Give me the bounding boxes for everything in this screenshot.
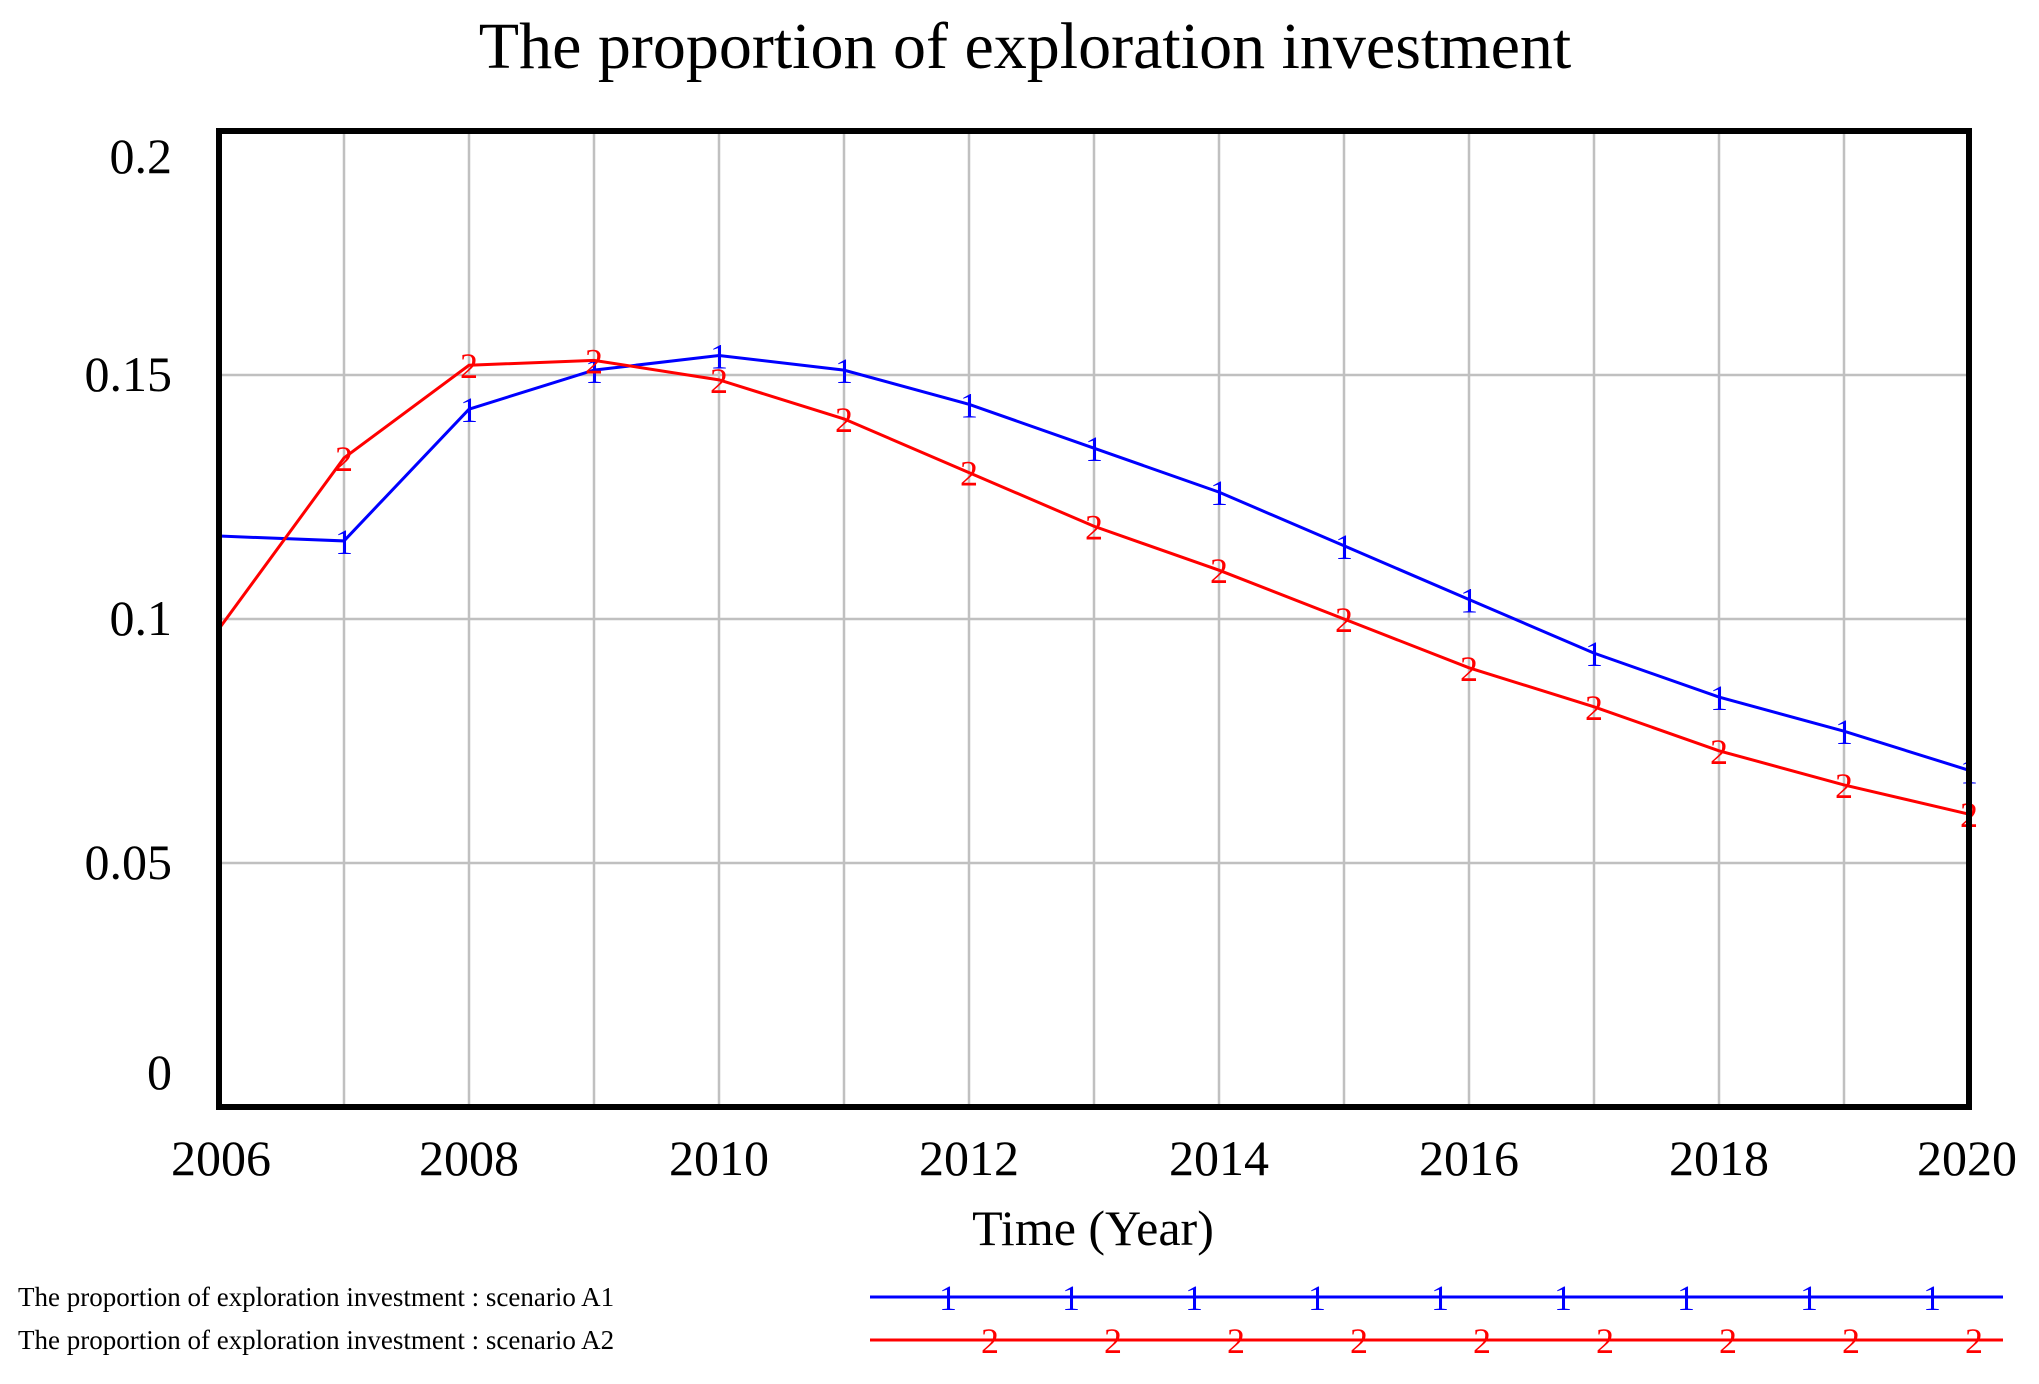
data-point-marker: 2 (1835, 766, 1853, 806)
x-tick-label: 2008 (419, 1130, 519, 1186)
legend-item-2: The proportion of exploration investment… (18, 1321, 2003, 1361)
x-tick-label: 2018 (1669, 1130, 1769, 1186)
legend-marker: 2 (1350, 1321, 1368, 1361)
legend-marker: 1 (1308, 1278, 1326, 1318)
series-line (218, 353, 1970, 772)
y-tick-label: 0 (147, 1044, 172, 1100)
legend-marker: 1 (1677, 1278, 1695, 1318)
legend-marker: 1 (1554, 1278, 1572, 1318)
legend-marker: 1 (1431, 1278, 1449, 1318)
plot-frame (216, 128, 1972, 1110)
y-tick-label: 0.15 (85, 346, 173, 402)
legend-marker: 2 (1719, 1321, 1737, 1361)
legend-label: The proportion of exploration investment… (18, 1282, 614, 1312)
legend-marker: 2 (1596, 1321, 1614, 1361)
legend-marker: 1 (939, 1278, 957, 1318)
data-point-marker: 1 (1085, 429, 1103, 469)
x-tick-label: 2010 (669, 1130, 769, 1186)
x-axis: 2006 2008 2010 2012 2014 2016 2018 2020 (171, 1130, 2017, 1186)
data-point-marker: 2 (585, 341, 603, 381)
x-tick-label: 2012 (919, 1130, 1019, 1186)
data-point-marker: 1 (1710, 678, 1728, 718)
data-point-marker: 2 (460, 346, 478, 386)
x-tick-label: 2006 (171, 1130, 271, 1186)
data-point-marker: 1 (460, 390, 478, 430)
legend-label: The proportion of exploration investment… (18, 1325, 614, 1355)
data-point-marker: 1 (1460, 580, 1478, 620)
x-tick-label: 2016 (1419, 1130, 1519, 1186)
data-point-marker: 1 (1835, 712, 1853, 752)
data-point-marker: 2 (1710, 732, 1728, 772)
data-point-marker: 1 (710, 336, 728, 376)
legend: The proportion of exploration investment… (18, 1278, 2003, 1361)
legend-marker: 2 (981, 1321, 999, 1361)
legend-marker: 2 (1227, 1321, 1245, 1361)
data-point-marker: 1 (1210, 473, 1228, 513)
chart-title: The proportion of exploration investment (479, 10, 1571, 83)
data-point-marker: 1 (335, 522, 353, 562)
data-point-marker: 1 (1585, 634, 1603, 674)
legend-marker: 1 (1185, 1278, 1203, 1318)
data-point-marker: 2 (710, 361, 728, 401)
legend-marker: 2 (1965, 1321, 1983, 1361)
legend-marker: 1 (1062, 1278, 1080, 1318)
y-tick-label: 0.05 (85, 834, 173, 890)
legend-marker: 1 (1800, 1278, 1818, 1318)
data-point-marker: 2 (835, 400, 853, 440)
x-tick-label: 2014 (1169, 1130, 1269, 1186)
y-tick-label: 0.1 (110, 590, 173, 646)
x-axis-title: Time (Year) (972, 1200, 1214, 1256)
series-line (217, 358, 1970, 816)
data-point-marker: 1 (960, 385, 978, 425)
data-point-marker: 2 (1210, 551, 1228, 591)
y-tick-label: 0.2 (110, 128, 173, 184)
data-point-marker: 2 (1460, 649, 1478, 689)
data-point-marker: 2 (1585, 688, 1603, 728)
x-tick-label: 2020 (1917, 1130, 2017, 1186)
legend-item-1: The proportion of exploration investment… (18, 1278, 2003, 1318)
data-point-marker: 1 (835, 351, 853, 391)
legend-marker: 2 (1473, 1321, 1491, 1361)
y-axis: 0 0.05 0.1 0.15 0.2 (85, 128, 173, 1100)
data-point-marker: 1 (1335, 527, 1353, 567)
data-point-marker: 2 (335, 439, 353, 479)
data-point-marker: 2 (1085, 507, 1103, 547)
data-point-marker: 2 (960, 454, 978, 494)
legend-marker: 2 (1842, 1321, 1860, 1361)
data-point-marker: 2 (1335, 600, 1353, 640)
legend-marker: 2 (1104, 1321, 1122, 1361)
legend-marker: 1 (1923, 1278, 1941, 1318)
grid (217, 129, 1971, 1109)
